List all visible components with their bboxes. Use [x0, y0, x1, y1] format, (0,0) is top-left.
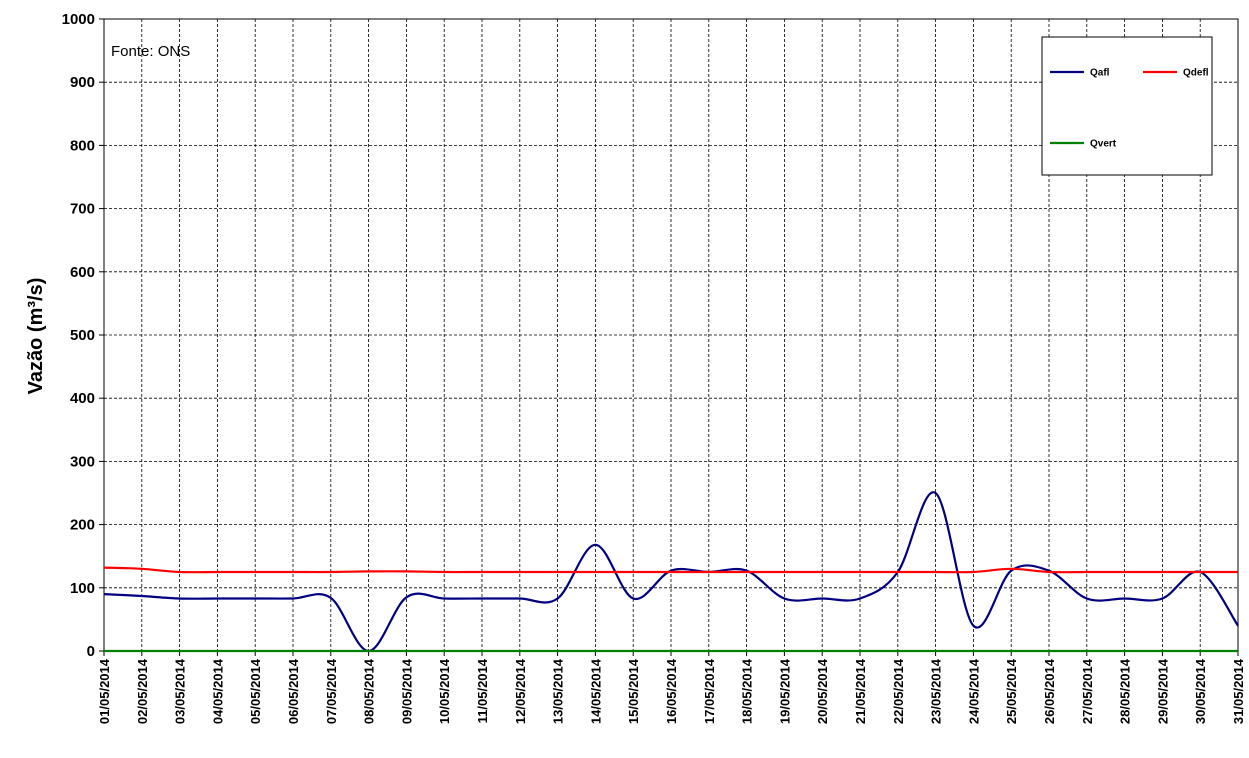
- x-tick-label: 16/05/2014: [664, 658, 679, 724]
- x-tick-label: 22/05/2014: [891, 658, 906, 724]
- legend-label-qafl: Qafl: [1090, 68, 1110, 79]
- x-tick-label: 25/05/2014: [1004, 658, 1019, 724]
- y-axis-tick-labels: 0 100 200 300 400 500 600 700 800 900 1000: [62, 11, 95, 660]
- legend-label-qvert: Qvert: [1090, 139, 1117, 150]
- x-tick-label: 17/05/2014: [702, 658, 717, 724]
- y-tick-label: 100: [70, 580, 95, 597]
- legend-label-qdefl: Qdefl: [1183, 68, 1209, 79]
- x-tick-label: 29/05/2014: [1155, 658, 1170, 724]
- y-tick-label: 800: [70, 137, 95, 154]
- x-tick-label: 31/05/2014: [1231, 658, 1246, 724]
- legend: Qafl Qdefl Qvert: [1041, 36, 1213, 176]
- x-tick-label: 11/05/2014: [475, 658, 490, 723]
- x-tick-label: 05/05/2014: [248, 658, 263, 724]
- x-tick-label: 26/05/2014: [1042, 658, 1057, 724]
- x-tick-label: 27/05/2014: [1080, 658, 1095, 724]
- x-tick-label: 14/05/2014: [588, 658, 603, 724]
- x-tick-label: 18/05/2014: [740, 658, 755, 724]
- x-tick-label: 02/05/2014: [135, 658, 150, 724]
- series-line-qdefl: [103, 566, 1238, 574]
- x-tick-label: 12/05/2014: [513, 658, 528, 724]
- x-tick-label: 03/05/2014: [173, 658, 188, 724]
- x-tick-label: 21/05/2014: [853, 658, 868, 724]
- x-tick-label: 23/05/2014: [929, 658, 944, 724]
- x-tick-label: 28/05/2014: [1118, 658, 1133, 724]
- x-tick-label: 01/05/2014: [97, 658, 112, 724]
- x-tick-label: 13/05/2014: [551, 658, 566, 724]
- x-tick-label: 15/05/2014: [626, 658, 641, 724]
- legend-box: [1041, 36, 1213, 176]
- y-tick-label: 900: [70, 74, 95, 91]
- x-tick-label: 10/05/2014: [437, 658, 452, 724]
- x-tick-label: 06/05/2014: [286, 658, 301, 724]
- y-tick-label: 300: [70, 453, 95, 470]
- y-tick-label: 500: [70, 327, 95, 344]
- x-tick-label: 04/05/2014: [210, 658, 225, 724]
- x-tick-label: 24/05/2014: [966, 658, 981, 724]
- y-tick-label: 700: [70, 201, 95, 218]
- x-tick-label: 20/05/2014: [815, 658, 830, 724]
- x-tick-label: 19/05/2014: [777, 658, 792, 724]
- y-tick-label: 1000: [62, 11, 95, 28]
- x-tick-label: 07/05/2014: [324, 658, 339, 724]
- y-axis-label: Vazão (m³/s): [25, 278, 47, 395]
- y-tick-label: 200: [70, 517, 95, 534]
- series-line-qafl: [103, 491, 1239, 653]
- series-lines: [103, 491, 1239, 653]
- y-tick-label: 600: [70, 264, 95, 281]
- y-tick-label: 0: [87, 643, 95, 660]
- source-annotation: Fonte: ONS: [111, 43, 190, 60]
- x-axis-tick-labels: 01/05/2014 02/05/2014 03/05/2014 04/05/2014…: [97, 658, 1246, 724]
- x-tick-label: 09/05/2014: [399, 658, 414, 724]
- x-tick-label: 30/05/2014: [1193, 658, 1208, 724]
- x-tick-label: 08/05/2014: [362, 658, 377, 724]
- y-tick-label: 400: [70, 390, 95, 407]
